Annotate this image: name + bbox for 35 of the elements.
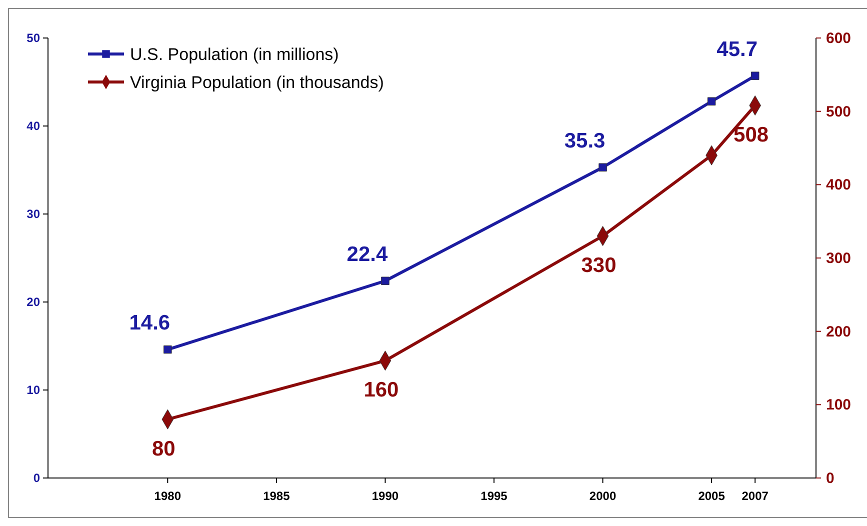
legend-label: U.S. Population (in millions) — [130, 45, 339, 64]
data-label: 45.7 — [716, 38, 758, 61]
x-tick-label: 1980 — [154, 489, 182, 503]
point — [381, 276, 390, 286]
x-tick-label: 2005 — [698, 489, 726, 503]
data-label: 80 — [152, 437, 176, 460]
y2-tick-label: 400 — [826, 176, 852, 194]
y-tick-label: 20 — [26, 295, 40, 309]
y-tick-label: 0 — [33, 471, 40, 485]
y-tick-label: 10 — [26, 383, 40, 397]
legend-label: Virginia Population (in thousands) — [130, 73, 384, 92]
y-tick-label: 40 — [26, 119, 40, 133]
data-label: 22.4 — [346, 242, 388, 266]
data-label: 330 — [581, 254, 616, 277]
point — [164, 345, 172, 354]
y-tick-label: 50 — [26, 31, 40, 45]
y2-tick-label: 600 — [826, 30, 852, 47]
data-label: 35.3 — [564, 129, 606, 152]
point — [598, 163, 607, 172]
y2-tick-label: 200 — [826, 323, 852, 340]
x-tick-label: 2000 — [589, 489, 616, 503]
y2-tick-label: 500 — [826, 103, 852, 120]
y2-tick-label: 100 — [826, 396, 852, 414]
y2-tick-label: 300 — [826, 250, 852, 267]
data-label: 508 — [734, 123, 769, 146]
x-tick-label: 1990 — [372, 489, 399, 503]
data-label: 14.6 — [129, 312, 170, 335]
point — [750, 72, 760, 80]
x-tick-label: 1985 — [263, 489, 290, 503]
y2-tick-label: 0 — [826, 470, 834, 487]
point — [707, 97, 716, 106]
x-tick-label: 2007 — [742, 489, 769, 503]
data-label: 160 — [364, 378, 399, 402]
x-tick-label: 1995 — [480, 489, 508, 503]
y-tick-label: 30 — [26, 207, 40, 221]
